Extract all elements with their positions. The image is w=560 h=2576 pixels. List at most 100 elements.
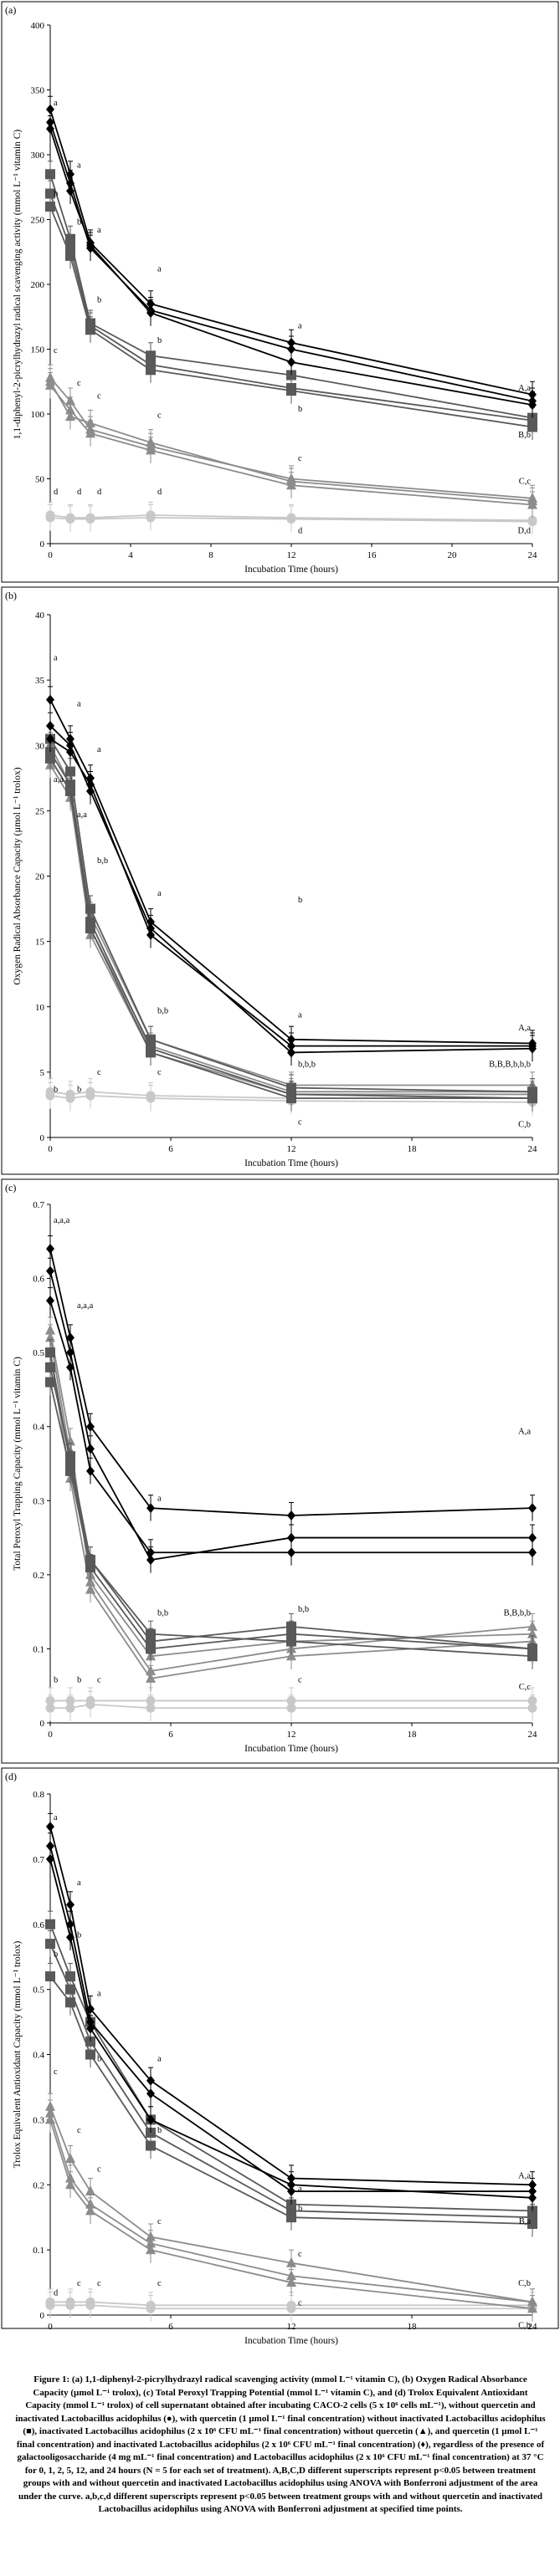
series-line — [49, 1858, 533, 2199]
panel-label: (d) — [5, 1771, 17, 1782]
data-point-diamond — [46, 1265, 54, 1276]
data-point-square — [527, 422, 537, 432]
y-tick-label: 0.1 — [33, 1644, 44, 1654]
data-point-diamond — [86, 1444, 95, 1454]
data-point-triangle — [45, 379, 55, 390]
data-point-triangle — [85, 2205, 95, 2216]
x-axis-title: Incubation Time (hours) — [244, 1744, 338, 1754]
significance-label: b — [298, 2204, 302, 2213]
figure-caption: Figure 1: (a) 1,1-diphenyl-2-picrylhydra… — [15, 2374, 546, 2514]
data-point-diamond — [528, 400, 537, 411]
significance-label: b,b — [298, 1605, 309, 1614]
series-line — [49, 128, 533, 406]
significance-label: b,b — [157, 1609, 168, 1618]
data-point-triangle — [146, 2244, 156, 2255]
significance-label: a — [157, 265, 162, 274]
significance-label: a — [97, 1989, 101, 1998]
data-point-circle — [146, 513, 156, 523]
chart-panel-2: (b) 0 5 10 15 20 25 30 35 40 0 6 12 18 24 Incubation Ti… — [1, 586, 559, 1175]
significance-label: d — [298, 527, 303, 536]
data-point-square — [45, 1939, 55, 1950]
y-tick-label: 40 — [35, 611, 45, 621]
y-tick-label: 150 — [31, 345, 45, 355]
y-tick-label: 0.1 — [33, 2246, 44, 2256]
significance-label: d — [54, 488, 59, 497]
group-label: C,c — [519, 1683, 532, 1692]
y-tick-label: 0.5 — [33, 1348, 44, 1358]
x-tick-label: 12 — [287, 2322, 296, 2332]
significance-label: c — [97, 1068, 101, 1077]
series-line — [49, 1337, 533, 1658]
series-line — [49, 1367, 533, 1658]
data-point-square — [85, 1555, 95, 1566]
significance-label: a — [157, 2054, 162, 2063]
data-point-diamond — [287, 1547, 295, 1558]
data-point-diamond — [46, 694, 54, 705]
x-axis-title: Incubation Time (hours) — [244, 1158, 338, 1168]
data-point-diamond — [528, 1040, 537, 1051]
data-point-triangle — [85, 427, 95, 438]
y-tick-label: 0.6 — [33, 1275, 44, 1285]
x-tick-label: 24 — [528, 1730, 538, 1740]
data-point-circle — [45, 1091, 55, 1101]
data-point-square — [45, 1362, 55, 1372]
significance-label: b — [77, 218, 81, 227]
series-diamond — [46, 115, 537, 418]
significance-label: b — [54, 1085, 58, 1094]
series-line — [49, 758, 532, 1100]
significance-label: c — [54, 346, 58, 355]
data-point-diamond — [146, 308, 155, 319]
y-tick-label: 0.7 — [33, 1200, 44, 1210]
series-diamond — [46, 1257, 537, 1573]
y-tick-label: 0.4 — [33, 1423, 44, 1433]
data-point-circle — [65, 514, 75, 524]
data-point-diamond — [287, 1532, 295, 1543]
significance-label: b — [97, 296, 101, 305]
x-tick-label: 0 — [48, 550, 53, 560]
significance-label: a — [298, 322, 302, 331]
series-line — [49, 2106, 533, 2303]
data-point-square — [45, 1347, 55, 1358]
significance-label: b — [54, 1675, 58, 1684]
data-point-diamond — [528, 1547, 537, 1558]
data-point-diamond — [46, 1821, 54, 1832]
data-point-square — [85, 2049, 95, 2060]
significance-label: c — [97, 2165, 101, 2175]
data-point-circle — [45, 2300, 55, 2310]
chart-panel-1: (a) 0 50 100 150 200 250 300 350 400 0 4 8 12 16 20 24 In… — [1, 1, 559, 583]
data-point-square — [65, 1997, 75, 2008]
y-tick-label: 0.8 — [33, 1790, 44, 1800]
data-point-diamond — [287, 1040, 295, 1051]
series-line — [49, 1826, 533, 2186]
data-point-circle — [85, 2300, 95, 2310]
data-point-triangle — [286, 479, 296, 490]
x-tick-label: 16 — [367, 550, 378, 560]
panel-label: (b) — [5, 590, 17, 601]
series-line — [49, 1352, 533, 1650]
series-diamond — [46, 1845, 537, 2211]
series-diamond — [46, 1832, 537, 2205]
series-line — [49, 1330, 533, 1672]
significance-label: c — [157, 2279, 162, 2288]
group-label: D,d — [518, 527, 532, 536]
significance-label: c — [298, 1675, 302, 1684]
significance-label: d — [97, 488, 102, 497]
data-point-triangle — [85, 2185, 95, 2196]
significance-label: c — [77, 2126, 81, 2135]
x-tick-label: 0 — [48, 1144, 53, 1154]
series-line — [49, 2119, 533, 2310]
y-axis-title: Oxygen Radical Absorbance Capacity (µmol… — [13, 767, 23, 984]
data-point-square — [85, 923, 95, 933]
data-point-triangle — [286, 2277, 296, 2287]
series-line — [49, 381, 533, 502]
data-point-square — [45, 202, 55, 212]
data-point-circle — [146, 2303, 156, 2313]
data-point-circle — [527, 517, 537, 527]
data-point-diamond — [46, 1244, 54, 1255]
data-point-square — [65, 785, 75, 796]
group-label: A,a — [518, 384, 531, 393]
y-tick-label: 0.2 — [33, 1571, 44, 1581]
series-line — [49, 738, 532, 1047]
series-line — [49, 2113, 533, 2303]
